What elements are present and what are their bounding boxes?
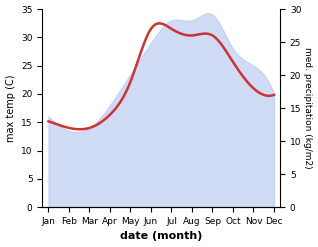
Y-axis label: med. precipitation (kg/m2): med. precipitation (kg/m2) [303,47,313,169]
Y-axis label: max temp (C): max temp (C) [5,74,16,142]
X-axis label: date (month): date (month) [120,231,203,242]
